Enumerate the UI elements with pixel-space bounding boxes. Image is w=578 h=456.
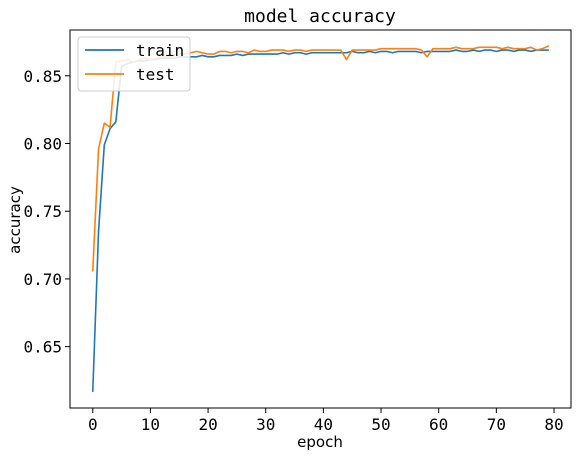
x-axis-label: epoch [297, 433, 343, 451]
x-tick-label: 70 [487, 415, 506, 434]
chart-title: model accuracy [244, 6, 396, 27]
y-tick-label: 0.65 [23, 338, 62, 357]
plot-frame [69, 29, 572, 409]
x-tick-label: 60 [429, 415, 448, 434]
x-tick-label: 80 [544, 415, 563, 434]
legend-label-test: test [136, 65, 175, 84]
y-axis: 0.65 0.70 0.75 0.80 0.85 [23, 67, 70, 357]
x-tick-label: 40 [314, 415, 333, 434]
x-tick-label: 30 [256, 415, 275, 434]
x-tick-label: 0 [88, 415, 98, 434]
y-tick-label: 0.85 [23, 67, 62, 86]
y-axis-label: accuracy [6, 186, 24, 254]
x-tick-label: 10 [141, 415, 160, 434]
x-tick-label: 50 [371, 415, 390, 434]
y-tick-label: 0.75 [23, 202, 62, 221]
legend: train test [77, 36, 191, 92]
y-tick-label: 0.70 [23, 270, 62, 289]
x-axis: 0 10 20 30 40 50 60 70 80 [88, 408, 564, 434]
x-tick-label: 20 [198, 415, 217, 434]
legend-label-train: train [136, 41, 184, 60]
y-tick-label: 0.80 [23, 134, 62, 153]
